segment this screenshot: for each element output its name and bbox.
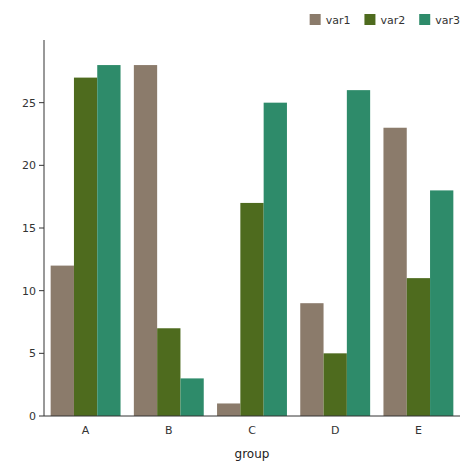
x-tick-label: B [165,424,173,437]
y-tick-label: 15 [22,222,36,235]
bar [300,303,323,416]
y-tick-label: 0 [29,410,36,423]
bar [324,353,347,416]
bar [407,278,430,416]
legend-swatch [419,14,430,25]
y-tick-label: 10 [22,285,36,298]
bars [51,65,454,416]
chart: 0 5 10 15 20 25 A B C D Egroup var1 var2 var3 [0,0,474,474]
legend-label: var1 [326,14,351,27]
y-tick-label: 25 [22,97,36,110]
legend-label: var3 [435,14,460,27]
bar [383,128,406,416]
bar [264,103,287,416]
bar [217,403,240,416]
x-axis-label: group [235,447,270,461]
y-tick-label: 20 [22,159,36,172]
bar [74,78,97,416]
bar [51,266,74,416]
y-tick [39,416,44,417]
bar [240,203,263,416]
y-tick-label: 5 [29,347,36,360]
x-tick-label: E [415,424,422,437]
y-tick [39,102,44,103]
y-tick [39,228,44,229]
bar [180,378,203,416]
x-tick-label: A [82,424,90,437]
y-tick [39,165,44,166]
bar [97,65,120,416]
x-axis-line [44,416,460,417]
legend-swatch [364,14,375,25]
legend-label: var2 [380,14,405,27]
y-tick [39,290,44,291]
bar [157,328,180,416]
bar [430,190,453,416]
x-tick-label: C [248,424,256,437]
bar [347,90,370,416]
y-tick [39,353,44,354]
legend: var1 var2 var3 [310,14,460,27]
legend-swatch [310,14,321,25]
x-tick-label: D [331,424,339,437]
bar [134,65,157,416]
